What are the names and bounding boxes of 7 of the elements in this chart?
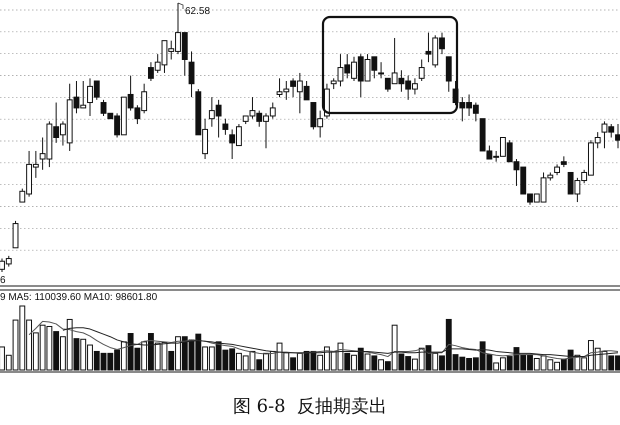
caption: 图 6-8 反抽期卖出 [232, 396, 388, 417]
candlestick [222, 118, 228, 136]
text: 6 [0, 275, 6, 286]
candlestick [188, 50, 194, 98]
text: 9 MA5: 110039.60 MA10: 98601.80 [0, 292, 158, 303]
candlestick [615, 124, 620, 149]
annotation: 62.58 [185, 6, 210, 17]
